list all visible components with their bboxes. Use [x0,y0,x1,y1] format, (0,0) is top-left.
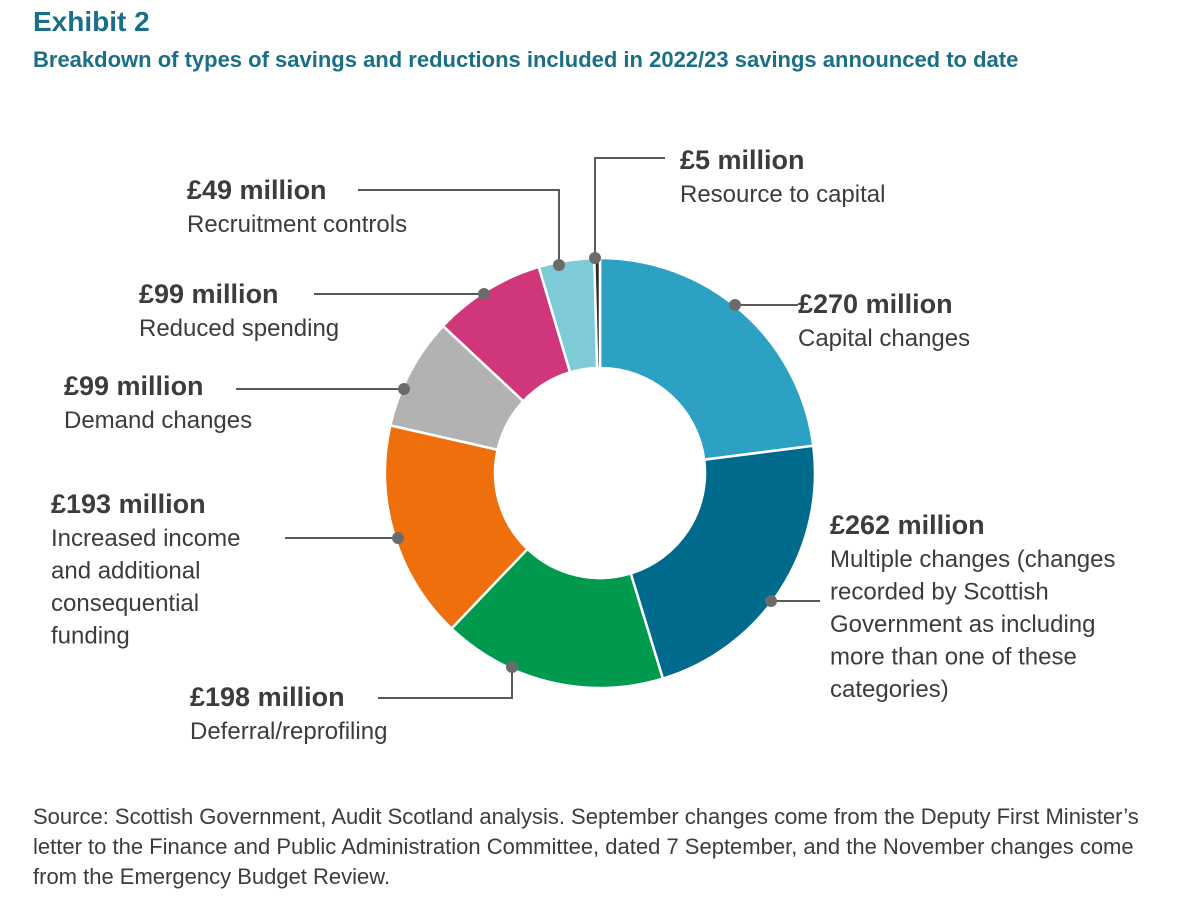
slice-value-label: £5 million [680,145,805,175]
slice-labels: £270 million Capital changes £262 million M… [51,145,1116,745]
slice-category-label: Multiple changes (changes [830,546,1116,573]
leader-dot [398,383,410,395]
slice-value-label: £198 million [190,682,345,712]
slice-category-label: Deferral/reprofiling [190,718,387,745]
slice-value-label: £193 million [51,489,206,519]
slice-category-label: Increased income [51,525,240,552]
leader-dot [392,532,404,544]
slice-category-label: and additional [51,558,200,585]
leader-line [378,667,513,699]
slice-value-label: £49 million [187,175,327,205]
slice-category-label: Capital changes [798,325,970,352]
slice-value-label: £270 million [798,289,953,319]
slice-category-label: consequential [51,590,199,617]
exhibit-number: Exhibit 2 [33,6,150,37]
slice-category-label: Demand changes [64,407,252,434]
source-note: Source: Scottish Government, Audit Scotl… [33,804,1139,889]
slice-category-label: funding [51,623,130,650]
leader-dot [478,288,490,300]
slice-category-label: Resource to capital [680,181,885,208]
slice-category-label: Reduced spending [139,315,339,342]
leader-dot [553,259,565,271]
donut-slice [449,547,665,690]
slice-category-label: categories) [830,676,949,703]
slice-category-label: Government as including [830,611,1095,638]
leader-dot [729,299,741,311]
slice-category-label: more than one of these [830,644,1077,671]
chart-title: Breakdown of types of savings and reduct… [33,47,1019,72]
donut-slice [383,423,530,631]
donut-slice [598,256,815,462]
leader-dot [589,252,601,264]
leader-line [594,157,665,258]
leader-line [358,189,560,265]
leader-dot [506,661,518,673]
slice-category-label: recorded by Scottish [830,579,1049,606]
slice-value-label: £262 million [830,510,985,540]
donut-slice [629,444,817,681]
leader-dot [765,595,777,607]
donut-slices [383,256,817,690]
slice-category-label: Recruitment controls [187,211,407,238]
leader-lines [236,157,820,699]
slice-value-label: £99 million [64,371,204,401]
slice-value-label: £99 million [139,279,279,309]
